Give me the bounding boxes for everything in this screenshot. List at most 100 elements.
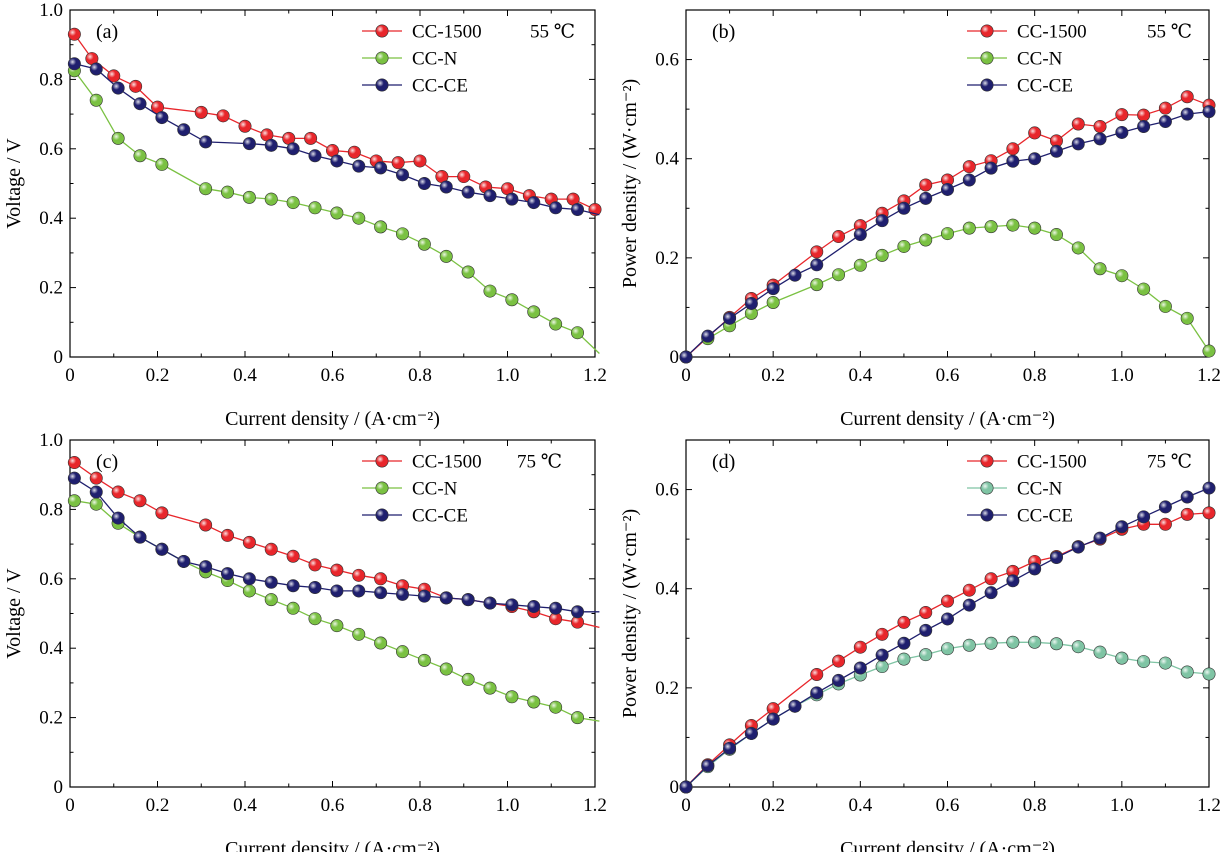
data-point-highlight: [1093, 120, 1107, 133]
data-point-highlight: [440, 662, 453, 676]
x-tick-label: 0: [681, 795, 691, 816]
x-tick-label: 0: [65, 365, 75, 386]
data-point-highlight: [221, 567, 234, 580]
data-point-highlight: [243, 137, 256, 150]
legend-label: CC-N: [412, 49, 458, 70]
data-point-highlight: [875, 249, 889, 262]
legend-marker-highlight: [375, 508, 389, 522]
data-point-highlight: [679, 780, 693, 794]
legend-marker-highlight: [980, 481, 994, 495]
temperature-label: 75 ℃: [517, 452, 562, 473]
data-point-highlight: [221, 185, 234, 199]
series-line: [73, 33, 596, 211]
y-axis-label: Power density / (W·cm⁻²): [619, 79, 641, 288]
data-point-highlight: [151, 100, 164, 114]
data-point-highlight: [571, 605, 584, 618]
legend-label: CC-1500: [1017, 22, 1087, 43]
data-point-highlight: [243, 191, 256, 204]
data-point-highlight: [1137, 282, 1150, 296]
data-point-highlight: [483, 189, 497, 202]
panel-d: 0 0.2 0.4 0.6 0.8 1.0 1.2 0 0.2 0.4 0.6 Current den…: [619, 439, 1221, 852]
y-tick-label: 0.2: [655, 248, 679, 269]
data-point-highlight: [483, 284, 497, 298]
x-tick-label: 0.8: [408, 365, 432, 386]
data-point-highlight: [68, 456, 81, 469]
data-point-highlight: [461, 673, 475, 686]
data-point-highlight: [941, 227, 954, 240]
data-point-highlight: [483, 681, 497, 695]
data-point-highlight: [745, 727, 758, 740]
data-point-highlight: [832, 268, 845, 281]
data-point-highlight: [90, 497, 103, 511]
data-point-highlight: [1050, 551, 1063, 564]
data-point-highlight: [199, 135, 212, 149]
data-point-highlight: [549, 201, 562, 214]
x-tick-label: 0.6: [321, 365, 345, 386]
data-point-highlight: [1006, 636, 1020, 649]
legend-entry-cc-ce: CC-CE: [967, 506, 1073, 527]
data-point-highlight: [527, 196, 540, 209]
series-line: [74, 500, 600, 722]
data-point-highlight: [352, 159, 365, 173]
data-point-highlight: [286, 550, 300, 563]
y-tick-label: 0.6: [39, 139, 63, 160]
data-point-highlight: [505, 293, 519, 306]
data-point-highlight: [308, 149, 322, 162]
data-point-highlight: [1159, 300, 1172, 313]
data-point-highlight: [501, 182, 514, 195]
legend-label: CC-N: [1017, 479, 1063, 500]
y-tick-label: 0.4: [39, 638, 63, 659]
plot-frame: [69, 9, 596, 358]
y-tick-label: 0.8: [39, 69, 63, 90]
data-point-highlight: [1202, 506, 1216, 520]
y-tick-label: 0.6: [655, 50, 679, 71]
x-tick-label: 0.2: [761, 795, 785, 816]
data-point-highlight: [1072, 640, 1085, 653]
legend-marker-highlight: [980, 51, 994, 65]
data-point-highlight: [352, 628, 365, 641]
data-point-highlight: [766, 702, 780, 715]
data-point-highlight: [1072, 241, 1085, 255]
data-point-highlight: [396, 588, 409, 601]
series-line: [74, 63, 600, 216]
legend-entry-cc-1500: CC-1500: [362, 22, 482, 43]
data-point-highlight: [260, 128, 274, 142]
data-point-highlight: [90, 62, 103, 76]
data-point-highlight: [155, 111, 169, 124]
data-point-highlight: [352, 584, 365, 598]
series-cc-ce: [67, 57, 600, 217]
legend-marker-highlight: [375, 454, 389, 468]
data-point-highlight: [308, 558, 322, 572]
data-point-highlight: [745, 297, 758, 310]
x-axis-label: Current density / (A·cm⁻²): [840, 838, 1055, 852]
x-tick-label: 0.6: [936, 795, 960, 816]
legend-marker-highlight: [375, 24, 389, 38]
data-point-highlight: [963, 160, 976, 173]
panel-label: (a): [96, 21, 118, 43]
x-tick-label: 0.4: [233, 795, 257, 816]
data-point-highlight: [330, 619, 344, 632]
series-cc-ce: [67, 471, 600, 619]
data-point-highlight: [1137, 510, 1150, 524]
data-point-highlight: [243, 572, 256, 585]
y-tick-label: 0: [670, 347, 680, 368]
data-point-highlight: [461, 265, 475, 279]
y-tick-label: 0.4: [655, 149, 679, 170]
data-point-highlight: [1115, 108, 1129, 121]
series-cc-1500: [67, 456, 600, 629]
data-point-highlight: [90, 471, 103, 485]
data-point-highlight: [282, 132, 295, 145]
series-cc-n: [679, 635, 1216, 794]
data-point-highlight: [374, 572, 387, 585]
legend-entry-cc-n: CC-N: [362, 479, 458, 500]
data-point-highlight: [875, 648, 889, 662]
data-point-highlight: [330, 206, 344, 220]
data-point-highlight: [1072, 137, 1085, 151]
data-point-highlight: [440, 180, 453, 194]
y-axis-label: Voltage / V: [3, 138, 25, 229]
data-point-highlight: [941, 612, 954, 626]
data-point-highlight: [701, 759, 714, 772]
data-point-highlight: [919, 624, 932, 637]
data-point-highlight: [788, 699, 802, 713]
data-point-highlight: [374, 636, 387, 650]
